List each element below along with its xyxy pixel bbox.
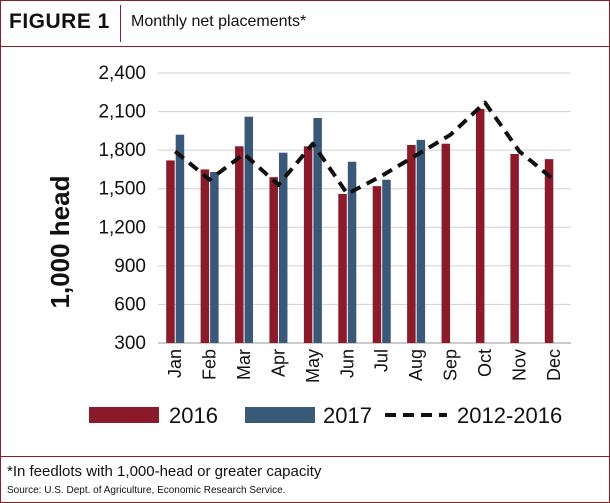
x-tick-label: Sep [441, 349, 461, 381]
source-note: Source: U.S. Dept. of Agriculture, Econo… [7, 485, 286, 496]
y-tick-label: 300 [114, 333, 146, 354]
line-2012-2016 [173, 100, 556, 196]
figure-header: FIGURE 1 Monthly net placements* [1, 1, 609, 47]
bar-2016-dec [544, 159, 554, 343]
bar-2017-aug [416, 139, 426, 343]
bar-2016-feb [200, 169, 210, 343]
bar-2016-aug [407, 145, 416, 343]
bar-2017-mar [244, 116, 254, 343]
figure-label: FIGURE 1 [9, 10, 110, 33]
bar-2016-nov [510, 154, 519, 343]
y-tick-labels: 2,400 2,100 1,800 1,500 1,200 900 600 300 [98, 63, 146, 354]
header-divider [120, 5, 121, 42]
x-tick-labels: Jan Feb Mar Apr May Jun Jul Aug Sep Oct Nov Dec [165, 349, 564, 383]
y-tick-label: 1,800 [98, 140, 146, 161]
x-tick-label: Nov [509, 349, 529, 381]
legend-label-2017: 2017 [323, 403, 372, 428]
bars [166, 109, 554, 343]
y-tick-label: 900 [114, 256, 146, 277]
x-tick-label: Apr [268, 349, 288, 377]
y-tick-label: 2,400 [98, 63, 146, 84]
bar-2017-apr [278, 152, 288, 343]
bar-2016-may [303, 146, 313, 343]
y-tick-label: 1,500 [98, 179, 146, 200]
bar-2017-jan [175, 134, 185, 343]
y-tick-label: 1,200 [98, 217, 146, 238]
bar-2016-jun [338, 193, 347, 343]
bar-2016-jul [372, 186, 382, 343]
bar-2017-jul [382, 179, 391, 343]
x-tick-label: Jan [165, 349, 185, 378]
legend-swatch-2016 [89, 407, 159, 423]
y-tick-label: 600 [114, 294, 146, 315]
bar-2016-jan [166, 160, 175, 343]
gridlines [158, 72, 571, 344]
bar-2017-feb [210, 172, 219, 343]
bar-2016-sep [441, 143, 451, 343]
x-tick-label: Oct [475, 349, 495, 377]
chart-area: 1,000 head 2,400 2,100 1,800 1,500 1,200 900 6… [45, 63, 571, 428]
bar-2016-mar [235, 146, 244, 343]
legend-label-2016: 2016 [169, 403, 218, 428]
legend-swatch-2017 [245, 407, 315, 423]
legend: 2016 2017 2012-2016 [89, 403, 562, 428]
x-tick-label: Jul [372, 349, 392, 372]
y-axis-label: 1,000 head [45, 176, 75, 309]
bar-2017-may [313, 118, 322, 343]
bar-2016-oct [475, 109, 485, 343]
legend-label-2012-2016: 2012-2016 [457, 403, 562, 428]
figure-title: Monthly net placements* [131, 13, 307, 30]
x-tick-label: Aug [406, 349, 426, 381]
x-tick-label: Feb [200, 349, 220, 380]
x-tick-label: Dec [544, 349, 564, 381]
bar-2016-apr [269, 177, 278, 343]
footnote: *In feedlots with 1,000-head or greater … [7, 463, 322, 480]
y-tick-label: 2,100 [98, 102, 146, 123]
x-tick-label: Mar [234, 349, 254, 380]
average-line [173, 100, 556, 196]
bar-2017-jun [347, 161, 357, 343]
x-tick-label: Jun [337, 349, 357, 378]
x-tick-label: May [303, 349, 323, 383]
footer-divider [1, 456, 609, 457]
